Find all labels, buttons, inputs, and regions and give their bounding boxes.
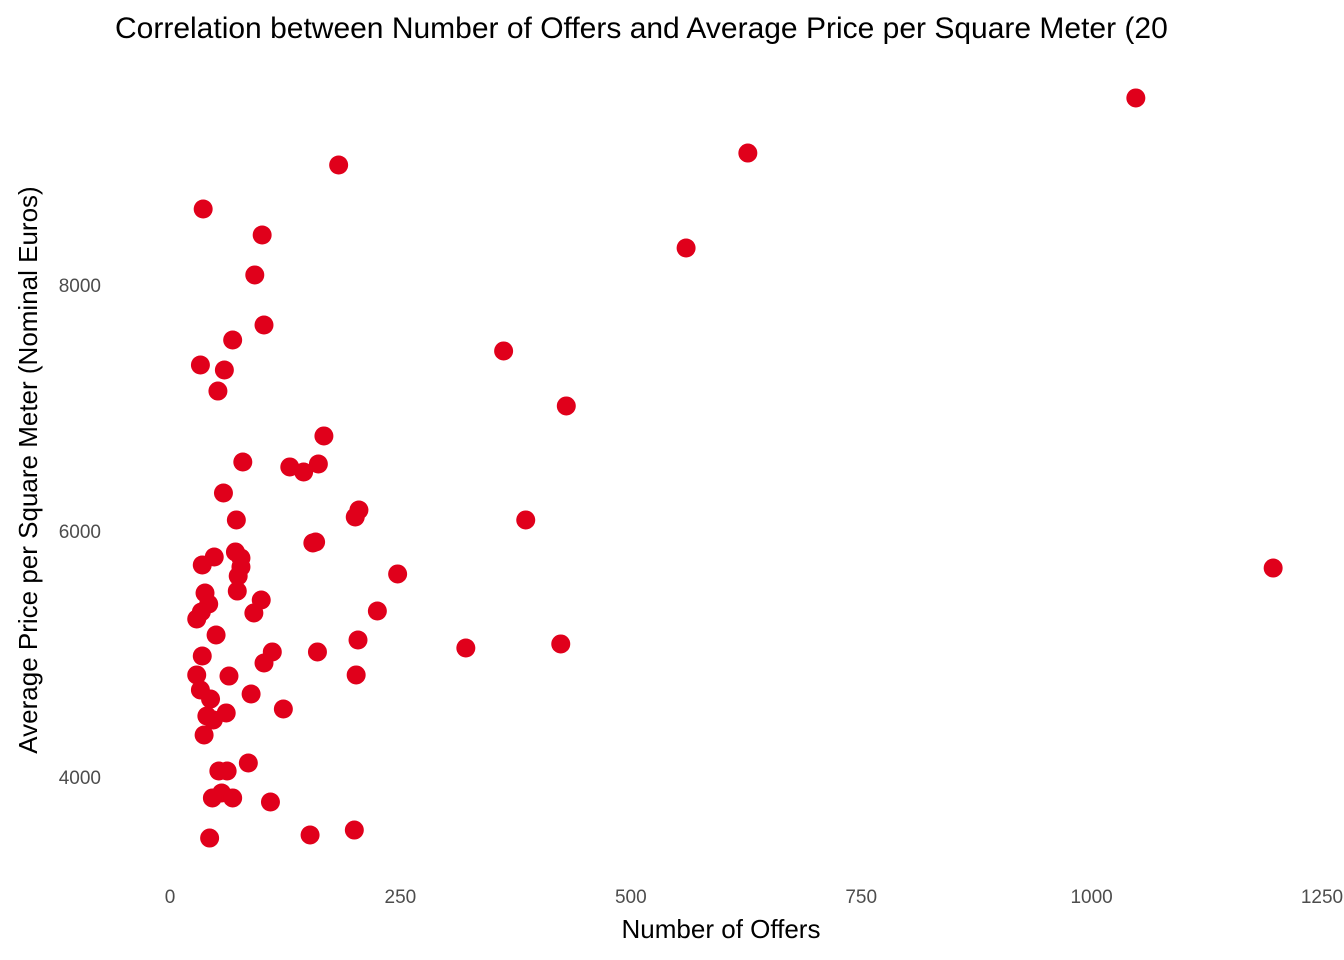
scatter-point [227, 581, 247, 601]
scatter-point [346, 665, 366, 685]
x-tick-label: 250 [385, 887, 417, 908]
scatter-point [388, 564, 408, 584]
scatter-point [367, 601, 387, 621]
scatter-point [208, 381, 228, 401]
scatter-point [192, 646, 212, 666]
scatter-point [226, 510, 246, 530]
scatter-point [233, 452, 253, 472]
scatter-point [254, 653, 274, 673]
scatter-point [219, 666, 239, 686]
x-tick-label: 1250 [1301, 887, 1343, 908]
scatter-point [556, 396, 576, 416]
scatter-point [206, 625, 226, 645]
scatter-point [202, 788, 222, 808]
scatter-point [307, 642, 327, 662]
x-tick-label: 500 [615, 887, 647, 908]
scatter-point [190, 355, 210, 375]
scatter-point [329, 155, 349, 175]
scatter-point [300, 825, 320, 845]
x-tick-label: 750 [845, 887, 877, 908]
scatter-point [241, 684, 261, 704]
scatter-point [203, 710, 223, 730]
scatter-point [187, 665, 207, 685]
scatter-point [348, 630, 368, 650]
scatter-point [254, 315, 274, 335]
y-axis-title: Average Price per Square Meter (Nominal … [13, 186, 43, 753]
scatter-point [228, 566, 248, 586]
scatter-point [187, 609, 207, 629]
scatter-point [456, 638, 476, 658]
y-tick-label: 8000 [59, 276, 101, 297]
scatter-point [223, 330, 243, 350]
y-tick-label: 6000 [59, 522, 101, 543]
scatter-point [1263, 558, 1283, 578]
scatter-point [193, 199, 213, 219]
scatter-point [344, 820, 364, 840]
y-tick-label: 4000 [59, 768, 101, 789]
scatter-point [200, 828, 220, 848]
scatter-point [294, 462, 314, 482]
scatter-point [252, 225, 272, 245]
scatter-point [306, 532, 326, 552]
x-tick-label: 1000 [1070, 887, 1112, 908]
scatter-point [314, 426, 334, 446]
scatter-point [223, 788, 243, 808]
scatter-point [245, 265, 265, 285]
scatter-point [244, 603, 264, 623]
scatter-point [238, 753, 258, 773]
scatter-point [676, 238, 696, 258]
scatter-point [738, 143, 758, 163]
chart-title: Correlation between Number of Offers and… [115, 12, 1168, 45]
x-tick-label: 0 [165, 887, 176, 908]
scatter-point [201, 689, 221, 709]
scatter-point [1126, 88, 1146, 108]
x-axis-title: Number of Offers [622, 914, 821, 944]
scatter-point [308, 454, 328, 474]
scatter-point [194, 725, 214, 745]
scatter-point [217, 761, 237, 781]
scatter-point [192, 555, 212, 575]
scatter-point [551, 634, 571, 654]
scatter-point [273, 699, 293, 719]
scatter-point [345, 507, 365, 527]
scatter-point [213, 483, 233, 503]
scatter-point [516, 510, 536, 530]
scatter-point [260, 792, 280, 812]
scatter-point [494, 341, 514, 361]
scatter-point [214, 360, 234, 380]
